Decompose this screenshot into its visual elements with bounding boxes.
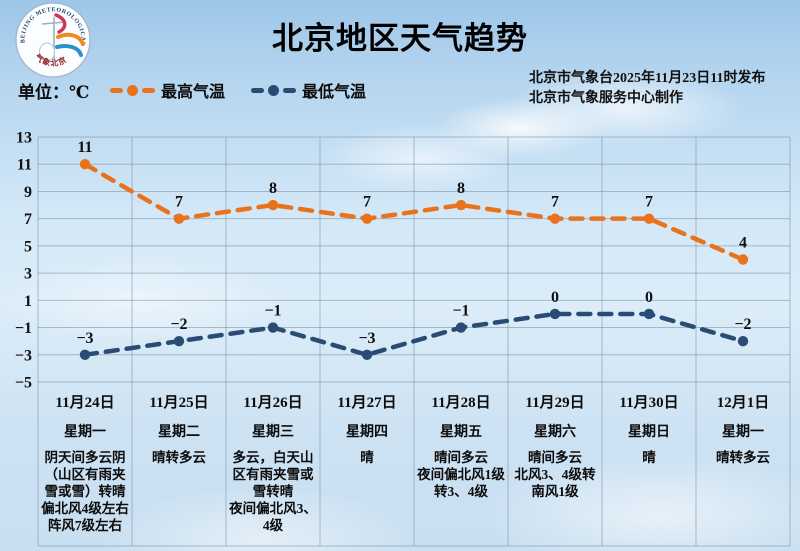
day-forecast-text: 阴天间多云阴（山区有雨夹雪或雪）转晴 偏北风4级左右 阵风7级左右 (41, 450, 129, 533)
legend-item-low-temp: 最低气温 (251, 78, 366, 102)
high-temp-point (455, 199, 467, 211)
day-column-5: 11月28日 星期五晴间多云 夜间偏北风1级转3、4级 (414, 388, 508, 534)
chart-legend: 最高气温 最低气温 (110, 78, 366, 102)
day-weekday: 星期六 (534, 425, 576, 440)
low-temp-line (82, 311, 746, 358)
day-date: 12月1日 (716, 395, 770, 411)
high-temp-value-label: 7 (175, 194, 183, 211)
low-temp-point (267, 322, 279, 333)
high-temp-point (643, 213, 655, 224)
high-temp-value-label: 8 (269, 180, 277, 197)
high-temp-value-label: 7 (551, 194, 559, 211)
y-axis-tick-label: −3 (15, 347, 32, 364)
y-axis-tick-label: 9 (24, 184, 32, 201)
day-date: 11月26日 (243, 395, 303, 411)
logo-art (39, 13, 85, 62)
low-temp-value-label: −3 (358, 330, 375, 347)
day-column-6: 11月29日 星期六晴间多云 北风3、4级转南风1级 (508, 388, 602, 534)
legend-dash-marker (251, 87, 265, 93)
low-temp-point (549, 308, 561, 320)
y-axis-tick-label: 3 (24, 266, 32, 283)
day-weekday: 星期日 (628, 425, 670, 440)
day-date: 11月29日 (525, 395, 585, 411)
high-temp-value-label: 4 (739, 235, 747, 252)
low-temp-value-label: −2 (734, 316, 751, 333)
high-temp-value-label: 7 (645, 194, 653, 211)
y-axis-tick-label: −1 (15, 320, 32, 337)
page-title: 北京地区天气趋势 (272, 21, 528, 56)
day-date: 11月30日 (619, 395, 679, 411)
day-forecast-text: 晴 (642, 450, 656, 465)
legend-dot-marker (127, 84, 138, 96)
beijing-meteorological-service-logo-icon: BEIJING METEOROLOGICAL SERVICE 气象北京 (14, 1, 91, 78)
day-columns: 11月24日 星期一 阴天间多云阴（山区有雨夹雪或雪）转晴 偏北风4级左右 阵风7级… (38, 388, 790, 534)
legend-dash-marker (110, 87, 123, 93)
y-axis-tick-label: 1 (24, 293, 32, 310)
day-forecast-text: 晴转多云 (152, 450, 206, 465)
legend-dot-marker (268, 84, 280, 96)
low-temp-value-label: 0 (551, 289, 559, 306)
day-date: 11月24日 (55, 395, 115, 411)
y-axis-tick-label: 11 (17, 157, 32, 174)
legend-dash-marker (142, 87, 155, 93)
day-date: 11月28日 (431, 395, 491, 411)
day-date: 11月27日 (337, 395, 397, 411)
day-weekday: 星期一 (64, 425, 106, 440)
day-forecast-text: 多云，白天山区有雨夹雪或雪转晴 夜间偏北风3、4级 (229, 450, 317, 533)
high-temp-point (79, 159, 91, 170)
day-weekday: 星期一 (722, 425, 764, 440)
day-forecast-text: 晴 (360, 450, 374, 465)
low-temp-value-label: −1 (264, 303, 281, 320)
high-temp-point (361, 213, 373, 224)
high-temp-point (173, 213, 185, 224)
low-temp-point (79, 349, 91, 360)
y-axis-tick-label: 5 (24, 238, 32, 255)
legend-dash-marker (283, 87, 297, 93)
day-weekday: 星期三 (252, 425, 294, 440)
high-temp-point (549, 213, 561, 224)
legend-label: 最低气温 (302, 84, 367, 101)
high-temp-value-label: 11 (77, 139, 92, 156)
low-temp-value-label: −1 (452, 303, 469, 320)
day-forecast-text: 晴间多云 夜间偏北风1级转3、4级 (417, 450, 505, 499)
y-axis-tick-label: −5 (15, 375, 32, 392)
high-temp-point (267, 199, 279, 211)
release-line1: 北京市气象台2025年11月23日11时发布 (529, 71, 766, 86)
day-forecast-text: 晴间多云 北风3、4级转南风1级 (514, 450, 596, 499)
low-temp-point (455, 322, 467, 333)
high-temp-point (737, 254, 749, 265)
day-column-3: 11月26日 星期三多云，白天山区有雨夹雪或雪转晴 夜间偏北风3、4级 (226, 388, 320, 534)
day-weekday: 星期二 (158, 425, 200, 440)
release-line2: 北京市气象服务中心制作 (529, 91, 683, 107)
legend-label: 最高气温 (161, 84, 226, 101)
high-temp-line (82, 161, 746, 262)
day-column-8: 12月1日星期一晴转多云 (696, 388, 790, 534)
low-temp-point (737, 335, 749, 347)
low-temp-point (173, 335, 185, 347)
day-column-7: 11月30日 星期日晴 (602, 388, 696, 534)
day-column-2: 11月25日 星期二晴转多云 (132, 388, 226, 534)
high-temp-value-label: 8 (457, 180, 465, 197)
logo-circle (15, 2, 91, 78)
low-temp-value-label: 0 (645, 289, 653, 306)
day-forecast-text: 晴转多云 (716, 450, 770, 465)
low-temp-point (643, 308, 655, 320)
legend-item-high-temp: 最高气温 (110, 78, 225, 102)
high-temp-value-label: 7 (363, 194, 371, 211)
unit-label: 单位：℃ (18, 83, 90, 102)
low-temp-value-label: −3 (76, 330, 93, 347)
low-temp-point (361, 349, 373, 360)
y-axis-tick-label: 7 (24, 211, 32, 228)
day-date: 11月25日 (149, 395, 209, 411)
day-column-4: 11月27日 星期四晴 (320, 388, 414, 534)
day-column-1: 11月24日 星期一阴天间多云阴（山区有雨夹雪或雪）转晴 偏北风4级左右 阵风7级… (38, 388, 132, 534)
day-weekday: 星期四 (346, 425, 388, 440)
release-info: 北京市气象台2025年11月23日11时发布 北京市气象服务中心制作 (529, 69, 765, 110)
low-temp-value-label: −2 (170, 316, 187, 333)
y-axis-tick-label: 13 (16, 130, 32, 147)
day-weekday: 星期五 (440, 425, 482, 440)
